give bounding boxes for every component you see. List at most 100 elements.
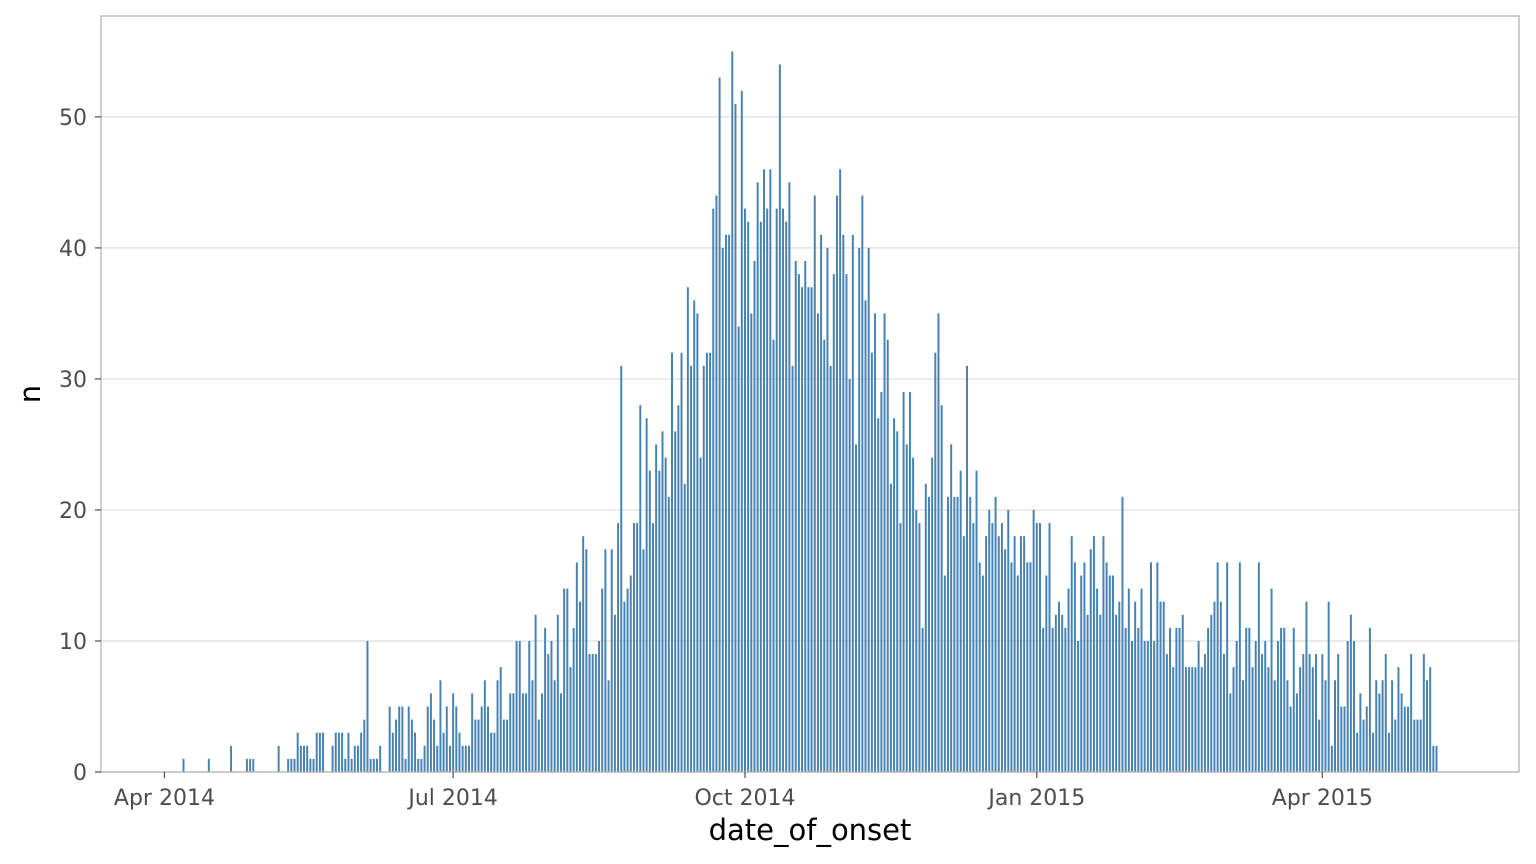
bar — [918, 523, 921, 772]
bar — [1238, 562, 1241, 772]
bar — [1023, 536, 1026, 772]
bar — [1330, 745, 1333, 772]
bar — [1188, 667, 1191, 772]
bar — [499, 667, 502, 772]
bar — [883, 313, 886, 772]
bar — [293, 758, 296, 772]
bar — [1016, 575, 1019, 772]
bar — [763, 169, 765, 773]
bar — [775, 208, 778, 773]
bar — [626, 588, 629, 772]
bar — [360, 732, 363, 772]
bar — [1092, 536, 1095, 772]
bar — [448, 745, 451, 772]
bar — [468, 745, 470, 772]
bar — [785, 221, 788, 772]
bar — [318, 732, 321, 772]
bar — [1162, 601, 1165, 772]
x-tick-label: Apr 2015 — [1272, 786, 1373, 811]
bar — [525, 693, 528, 772]
bar — [1387, 732, 1390, 772]
bar — [331, 745, 334, 772]
bar — [934, 352, 937, 772]
bar — [369, 758, 372, 772]
bar — [1118, 601, 1121, 772]
bar — [1356, 732, 1359, 772]
bar — [645, 418, 648, 772]
bar — [737, 326, 740, 772]
bar — [372, 758, 375, 772]
bar — [721, 247, 724, 772]
bar — [502, 719, 505, 772]
bar — [966, 365, 969, 772]
bar — [1254, 640, 1257, 772]
bar — [728, 234, 731, 772]
bar — [483, 680, 486, 772]
bar — [1172, 667, 1175, 772]
bar — [1324, 680, 1327, 772]
bar — [1311, 667, 1314, 772]
bar — [1099, 614, 1102, 772]
bar — [1054, 614, 1057, 772]
bar — [1302, 654, 1305, 772]
bar — [1194, 667, 1197, 772]
bar — [1435, 745, 1438, 772]
bar — [1308, 654, 1311, 772]
bar — [1353, 640, 1356, 772]
bar — [908, 392, 911, 772]
bar — [855, 444, 857, 772]
bar — [1042, 627, 1045, 772]
bar — [655, 444, 658, 772]
bar — [813, 195, 816, 772]
bar — [350, 758, 353, 772]
bar — [598, 640, 601, 772]
bar — [1191, 667, 1194, 772]
bar — [1102, 536, 1105, 772]
bar — [794, 261, 797, 772]
bar — [912, 457, 915, 772]
bar — [509, 693, 512, 772]
bar — [702, 365, 705, 772]
bar — [388, 706, 391, 772]
bar — [766, 208, 769, 773]
bar — [1086, 614, 1089, 772]
bar — [772, 339, 775, 772]
bar — [461, 745, 464, 772]
bar — [1083, 562, 1086, 772]
bar — [1426, 680, 1428, 772]
bar — [556, 614, 559, 772]
bar — [712, 208, 715, 773]
bar — [182, 758, 185, 772]
bar — [791, 365, 794, 772]
bar — [832, 274, 835, 772]
bar — [1010, 562, 1013, 772]
bar — [245, 758, 248, 772]
bar — [515, 640, 518, 772]
bar — [985, 536, 988, 772]
bar — [252, 758, 255, 772]
bar — [1096, 588, 1099, 772]
bar — [1340, 706, 1343, 772]
bar — [1080, 575, 1083, 772]
bar — [594, 654, 597, 772]
bar — [315, 732, 318, 772]
bar — [1048, 523, 1051, 772]
bar — [1391, 680, 1394, 772]
bar — [953, 496, 956, 772]
bar — [1210, 614, 1213, 772]
bar — [1219, 601, 1222, 772]
bar — [636, 523, 639, 772]
bar — [886, 339, 889, 772]
bar — [613, 614, 616, 772]
bar — [1035, 523, 1038, 772]
bar — [661, 431, 664, 772]
bar — [1150, 562, 1152, 772]
bar — [940, 405, 943, 772]
plot-panel — [101, 16, 1519, 772]
bar — [937, 313, 940, 772]
bar — [356, 745, 359, 772]
bar — [1007, 509, 1010, 772]
bar — [1070, 536, 1073, 772]
bar — [439, 680, 442, 772]
bar — [337, 732, 340, 772]
